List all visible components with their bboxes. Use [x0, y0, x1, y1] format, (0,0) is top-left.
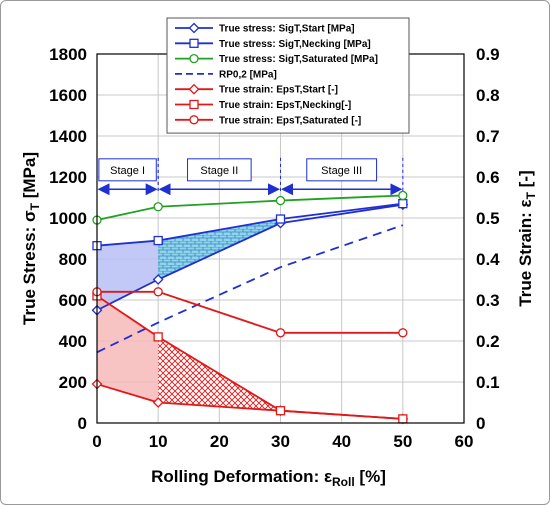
y2-tick-label: 0 [476, 414, 485, 433]
data-point [153, 235, 163, 246]
x-tick-label: 30 [271, 432, 290, 451]
y-tick-label: 200 [59, 373, 87, 392]
x-tick-label: 10 [149, 432, 168, 451]
data-point [398, 190, 408, 201]
legend-label: True strain: EpsT,Start [-] [219, 85, 338, 96]
series-3 [96, 224, 404, 354]
y2-tick-label: 0.7 [476, 127, 500, 146]
stage-label-box [187, 158, 252, 182]
tick-labels: 0 10 20 30 40 50 60020040060080010001200140016… [49, 45, 500, 451]
y2-tick-label: 0.2 [476, 332, 500, 351]
data-point [398, 328, 408, 338]
x-axis-title: Rolling Deformation: εRoll [%] [151, 467, 386, 489]
series-line [96, 194, 403, 221]
y2-tick-label: 0.4 [476, 250, 500, 269]
legend-marker [189, 99, 199, 110]
legend-entry: RP0,2 [MPa] [175, 69, 277, 80]
y-tick-label: 1800 [49, 45, 87, 64]
series-lines [91, 190, 409, 425]
y2-tick-label: 0.3 [476, 291, 500, 310]
x-tick-label: 40 [332, 432, 351, 451]
legend-entry: True strain: EpsT,Start [-] [175, 83, 338, 96]
series-line [96, 224, 404, 354]
y-tick-label: 400 [59, 332, 87, 351]
y-tick-label: 0 [78, 414, 87, 433]
stage-annotations: Stage I Stage II Stage III [96, 157, 404, 196]
data-point [275, 328, 286, 338]
y-tick-label: 1400 [49, 127, 87, 146]
data-point [275, 406, 286, 416]
series-line [96, 203, 403, 312]
legend-label: RP0,2 [MPa] [219, 69, 277, 80]
y-tick-label: 1600 [49, 86, 87, 105]
y-tick-label: 1200 [49, 168, 87, 187]
y-axis-title: True Stress: σT [MPa] [20, 152, 42, 325]
legend-entry: True stress: SigT,Necking [MPa] [175, 38, 371, 50]
series-line [96, 202, 403, 247]
x-tick-label: 20 [210, 432, 229, 451]
legend-entry: True strain: EpsT,Necking[-] [175, 99, 351, 111]
y2-tick-label: 0.5 [476, 209, 500, 228]
legend: True stress: SigT,Start [MPa] True stress… [166, 17, 410, 134]
legend-entry: True strain: EpsT,Saturated [-] [175, 115, 361, 126]
data-point [398, 414, 408, 424]
data-point [153, 202, 163, 212]
y2-axis-title: True Strain: εT [-] [516, 170, 538, 306]
stage-label: Stage III [321, 165, 362, 177]
x-tick-label: 60 [455, 432, 474, 451]
series-2 [92, 190, 408, 225]
stage-label-box [98, 158, 157, 182]
shaded-region [158, 219, 281, 280]
stage-label: Stage II [200, 165, 238, 177]
legend-marker [188, 83, 200, 95]
data-point [275, 195, 286, 206]
stage-label-box [306, 158, 378, 182]
y-tick-label: 800 [59, 250, 87, 269]
legend-box [166, 17, 410, 134]
series-6 [92, 287, 408, 338]
y2-tick-label: 0.6 [476, 168, 500, 187]
series-line [97, 290, 403, 334]
legend-marker [189, 53, 199, 64]
data-point [152, 397, 164, 408]
y2-tick-label: 0.8 [476, 86, 500, 105]
data-point [152, 274, 164, 285]
y-tick-label: 600 [59, 291, 87, 310]
x-tick-label: 0 [92, 432, 101, 451]
series-line [96, 295, 403, 420]
shaded-region [97, 295, 159, 403]
series-1 [92, 198, 408, 251]
legend-entry: True stress: SigT,Saturated [MPa] [175, 53, 378, 65]
legend-label: True strain: EpsT,Necking[-] [219, 100, 351, 111]
y2-tick-label: 0.9 [476, 45, 500, 64]
x-tick-label: 50 [393, 432, 412, 451]
data-point [153, 287, 163, 297]
legend-marker [188, 22, 200, 34]
legend-marker [189, 115, 199, 125]
y-tick-label: 1000 [49, 209, 87, 228]
data-point [153, 332, 163, 342]
shaded-region [97, 240, 159, 311]
y2-tick-label: 0.1 [476, 373, 500, 392]
legend-label: True stress: SigT,Start [MPa] [219, 24, 355, 35]
data-point [275, 214, 286, 224]
stage-label: Stage I [110, 165, 145, 177]
legend-label: True stress: SigT,Necking [MPa] [219, 39, 371, 50]
legend-entry: True stress: SigT,Start [MPa] [175, 22, 355, 35]
data-point [398, 198, 408, 209]
legend-label: True strain: EpsT,Saturated [-] [219, 115, 361, 126]
legend-marker [189, 38, 199, 48]
legend-label: True stress: SigT,Saturated [MPa] [219, 54, 378, 65]
